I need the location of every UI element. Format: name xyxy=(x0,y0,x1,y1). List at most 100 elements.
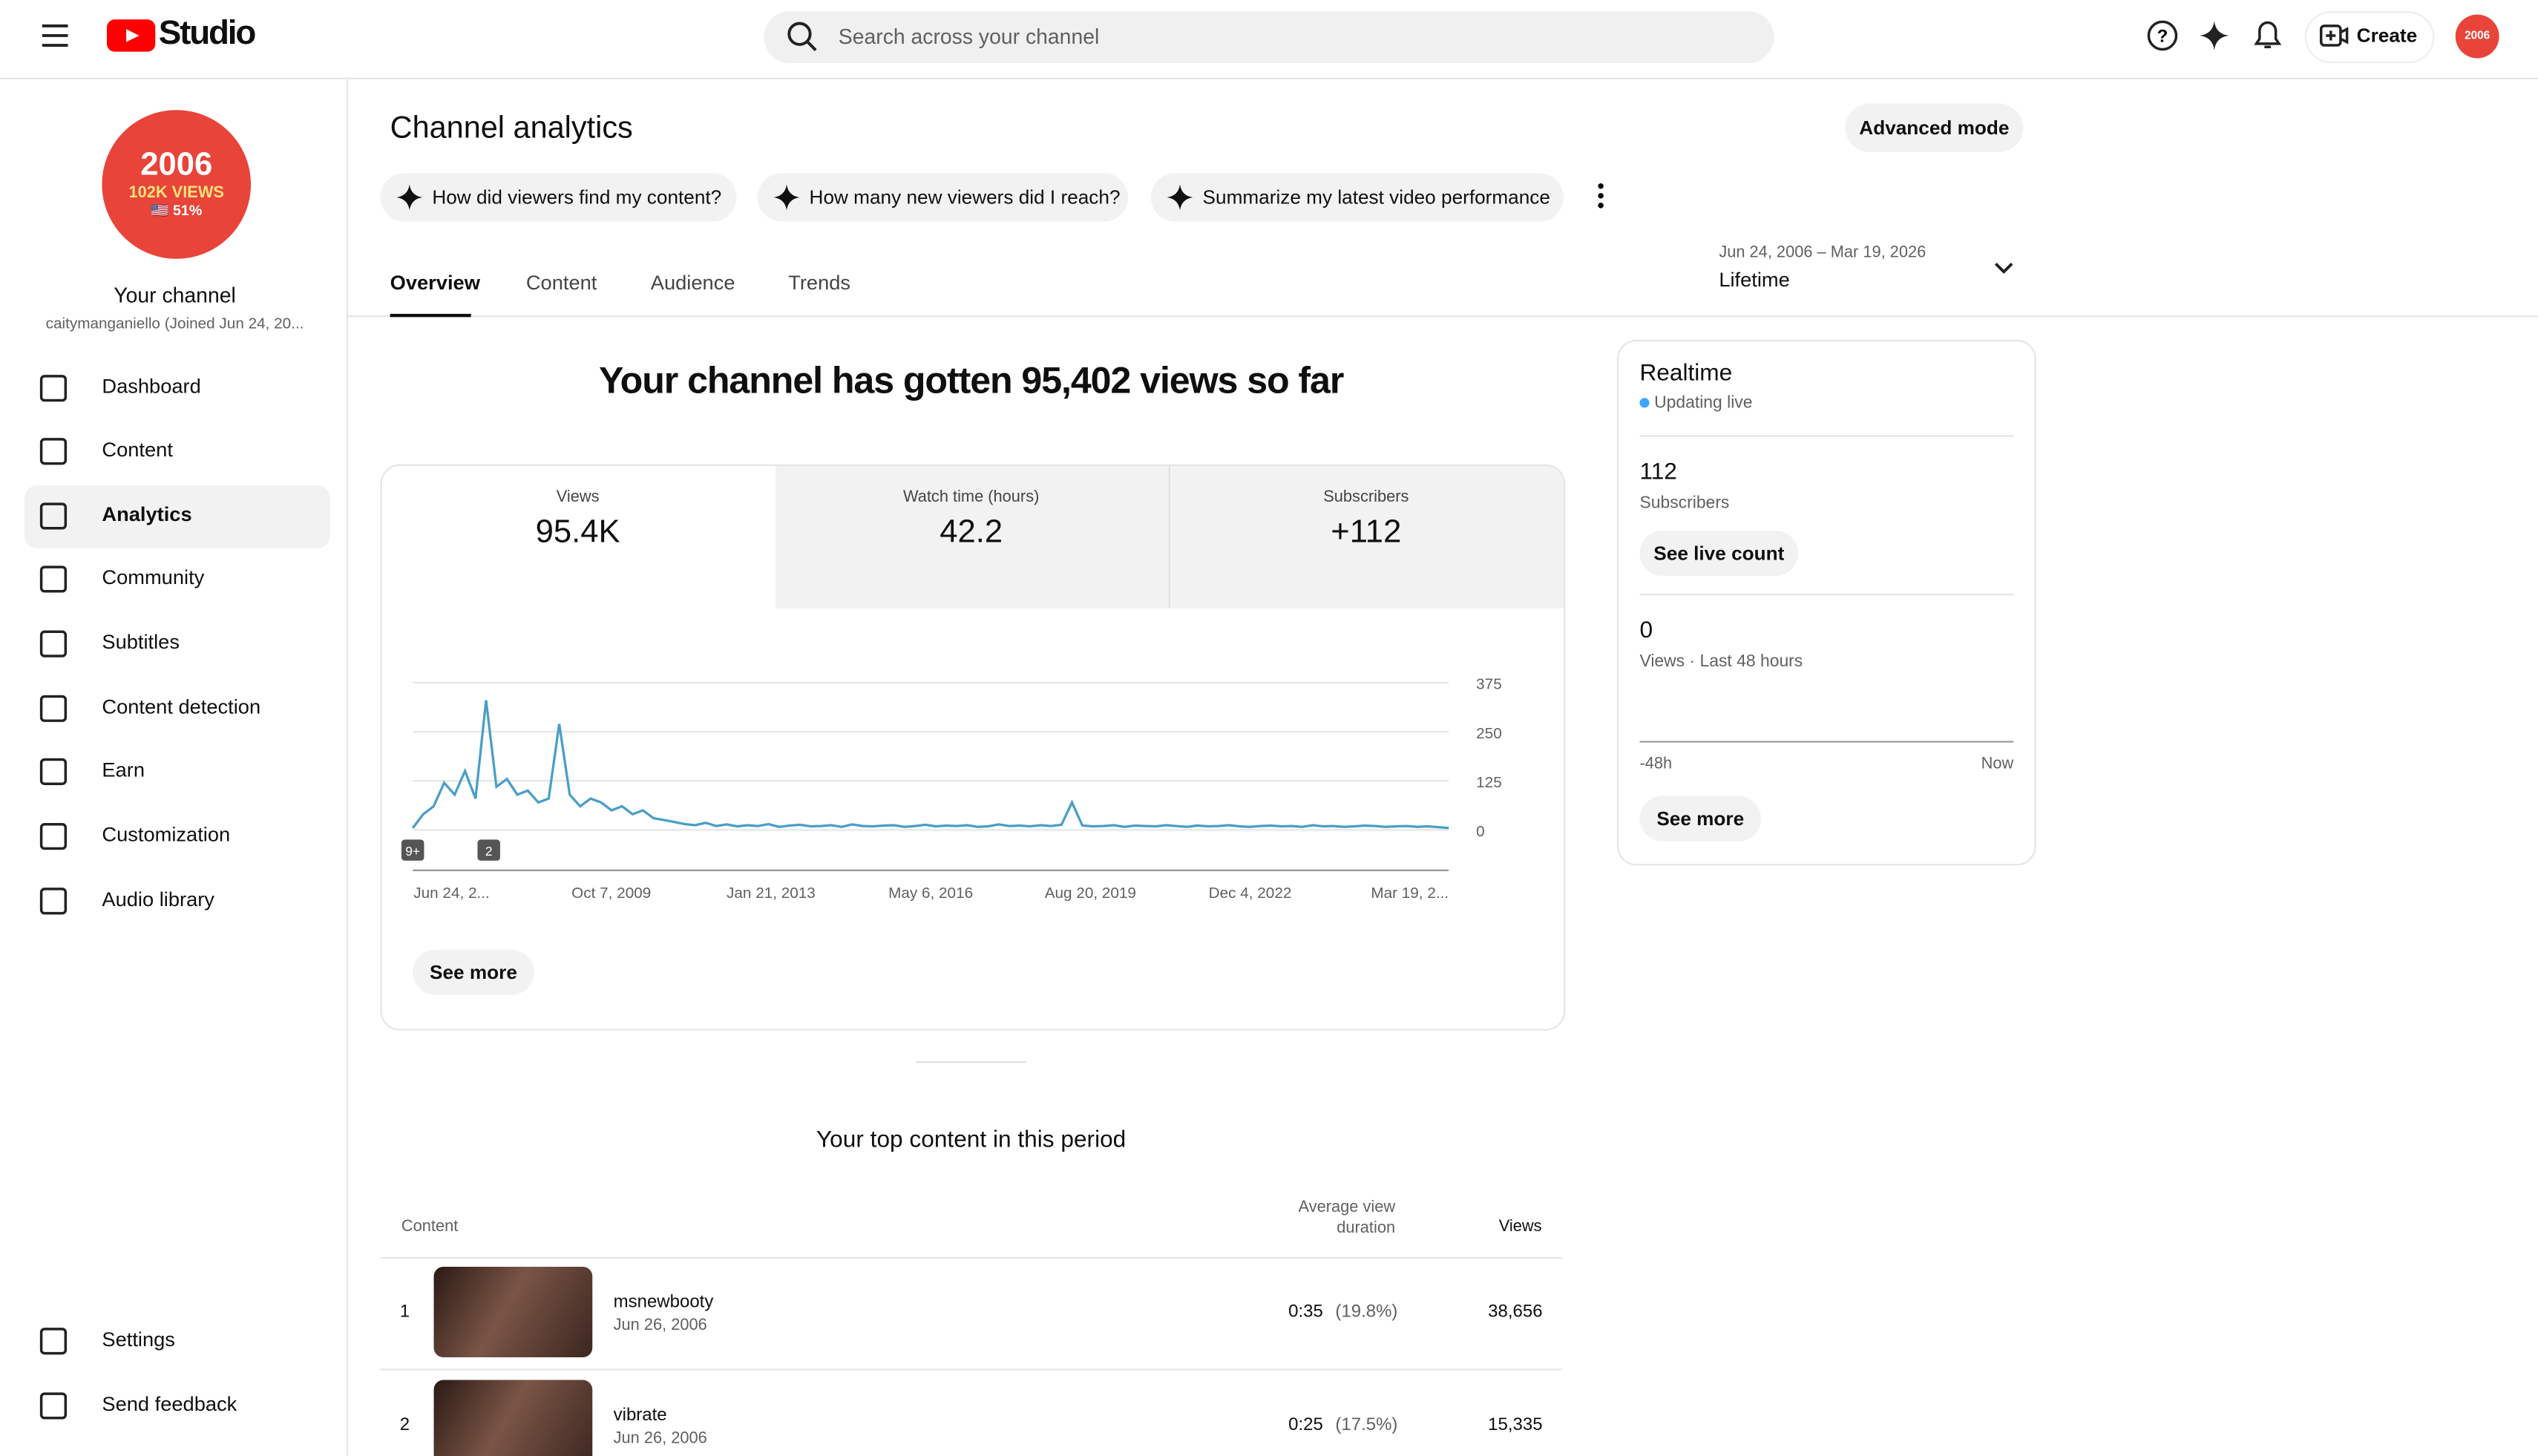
thumbnail[interactable] xyxy=(433,1266,593,1358)
row-divider xyxy=(380,1368,1562,1371)
prompt-chip[interactable] xyxy=(380,173,737,222)
sparkle-icon xyxy=(773,184,800,211)
top-content-title: Your top content in this period xyxy=(816,1127,1127,1154)
nav-item[interactable]: Settings xyxy=(102,1328,175,1351)
tab-divider xyxy=(347,315,2538,318)
video-date: Jun 26, 2006 xyxy=(613,1316,707,1335)
header-icons[interactable]: ? xyxy=(2146,19,2292,55)
nav-item[interactable]: Content xyxy=(102,438,173,462)
date-range: Jun 24, 2006 – Mar 19, 2026 xyxy=(1719,244,1927,263)
row-views: 15,335 xyxy=(1488,1415,1543,1435)
tab-underline xyxy=(390,313,471,318)
avg-percent: (17.5%) xyxy=(1335,1415,1398,1435)
channel-avatar[interactable]: 2006 102K VIEWS 🇺🇸 51% xyxy=(102,110,252,259)
x-tick-label: Mar 19, 2... xyxy=(1371,885,1449,902)
avatar-line: 2006 xyxy=(140,147,213,183)
avatar-line: 🇺🇸 51% xyxy=(151,202,203,219)
thumbnail[interactable] xyxy=(433,1380,593,1456)
page-title: Channel analytics xyxy=(390,111,633,146)
create-button[interactable] xyxy=(2304,11,2435,64)
metric-label: Subscribers xyxy=(1323,488,1409,507)
account-avatar[interactable]: 2006 xyxy=(2455,14,2499,59)
realtime-card xyxy=(1616,339,2036,866)
nav-icon xyxy=(39,630,68,658)
logo-text[interactable]: Studio xyxy=(158,14,257,52)
metric-value: 42.2 xyxy=(940,514,1003,551)
nav-item[interactable]: Send feedback xyxy=(102,1392,237,1416)
event-marker xyxy=(477,839,500,861)
nav-icon xyxy=(39,758,68,785)
divider xyxy=(1639,435,2014,437)
section-divider xyxy=(916,1061,1026,1063)
axis-end: Now xyxy=(1981,755,2014,774)
avatar-line: 102K VIEWS xyxy=(128,184,224,203)
see-live-count-button[interactable]: See live count xyxy=(1639,531,1799,577)
nav-item[interactable]: Community xyxy=(102,566,205,589)
nav-icon xyxy=(39,438,68,465)
more-icon[interactable] xyxy=(1594,181,1607,210)
see-more-button[interactable]: See more xyxy=(413,949,534,995)
tab[interactable]: Trends xyxy=(788,272,851,295)
column-header: Average view duration xyxy=(1298,1198,1396,1238)
nav-item[interactable]: Subtitles xyxy=(102,631,180,654)
nav-icon xyxy=(39,565,68,593)
event-marker-label: 9+ xyxy=(405,844,420,859)
prompt-chip[interactable] xyxy=(1150,173,1564,222)
realtime-title: Realtime xyxy=(1639,361,1733,387)
nav-icon xyxy=(39,1392,68,1420)
live-dot xyxy=(1639,398,1650,408)
menu-icon[interactable] xyxy=(42,24,68,47)
date-label[interactable]: Lifetime xyxy=(1719,268,1790,292)
nav-item[interactable]: Audio library xyxy=(102,888,214,911)
svg-text:?: ? xyxy=(2157,27,2168,47)
axis-start: -48h xyxy=(1639,755,1673,774)
prompt-text: How did viewers find my content? xyxy=(432,186,722,209)
headline: Your channel has gotten 95,402 views so … xyxy=(599,358,1344,401)
divider xyxy=(1639,594,2014,596)
search-box[interactable] xyxy=(764,11,1774,64)
views-count: 0 xyxy=(1639,617,1653,644)
realtime-axis xyxy=(1639,741,2014,743)
x-tick-label: Jan 21, 2013 xyxy=(727,885,816,902)
nav-icon xyxy=(39,375,68,402)
nav-highlight xyxy=(24,485,330,549)
column-header: Views xyxy=(1498,1218,1542,1236)
nav-item[interactable]: Dashboard xyxy=(102,375,201,399)
tab[interactable]: Overview xyxy=(390,272,480,295)
realtime-status: Updating live xyxy=(1654,393,1753,413)
nav-item[interactable]: Earn xyxy=(102,758,145,781)
x-tick-label: May 6, 2016 xyxy=(888,885,973,902)
sidebar xyxy=(0,79,348,1456)
subscriber-label: Subscribers xyxy=(1639,493,1730,514)
sparkle-icon xyxy=(1167,184,1193,211)
row-divider xyxy=(380,1256,1562,1259)
dropdown-icon[interactable] xyxy=(1993,260,2016,277)
advanced-mode-button[interactable]: Advanced mode xyxy=(1845,103,2024,152)
tab[interactable]: Audience xyxy=(650,272,735,295)
logo-icon[interactable] xyxy=(106,19,156,52)
nav-icon xyxy=(39,695,68,722)
avg-duration: 0:35 xyxy=(1288,1302,1323,1322)
event-marker xyxy=(401,839,424,861)
top-bar xyxy=(0,0,2538,79)
video-date: Jun 26, 2006 xyxy=(613,1430,707,1449)
metric-label: Views xyxy=(556,488,600,507)
nav-item[interactable]: Content detection xyxy=(102,695,261,718)
y-tick-label: 250 xyxy=(1476,725,1502,742)
video-title[interactable]: msnewbooty xyxy=(613,1292,714,1312)
video-title[interactable]: vibrate xyxy=(613,1406,667,1426)
nav-item[interactable]: Analytics xyxy=(102,502,192,526)
prompt-chip[interactable] xyxy=(757,173,1129,222)
nav-item[interactable]: Customization xyxy=(102,823,231,847)
realtime-see-more[interactable]: See more xyxy=(1639,796,1762,842)
channel-name: Your channel xyxy=(114,283,236,308)
column-header: Content xyxy=(401,1218,459,1236)
row-rank: 1 xyxy=(399,1302,410,1322)
y-tick-label: 125 xyxy=(1476,774,1502,791)
row-rank: 2 xyxy=(399,1415,410,1435)
tab[interactable]: Content xyxy=(525,272,597,295)
avg-duration: 0:25 xyxy=(1288,1415,1323,1435)
metric-divider xyxy=(1168,465,1170,609)
